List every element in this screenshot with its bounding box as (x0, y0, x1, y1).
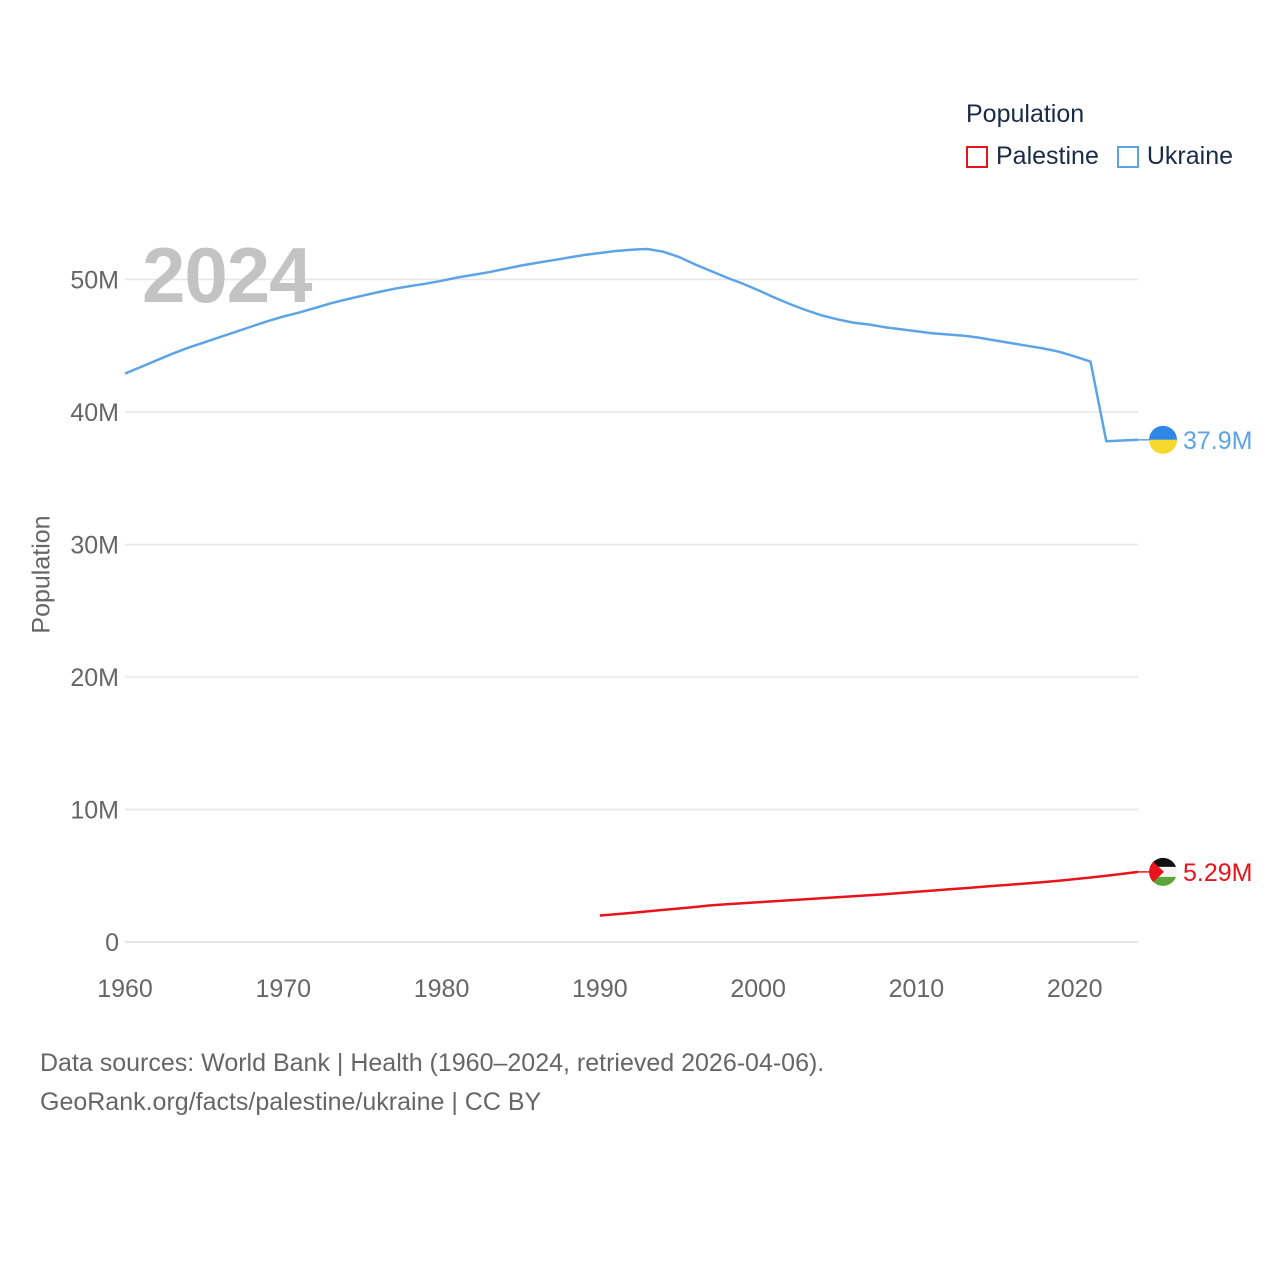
legend-swatch-ukraine (1116, 145, 1139, 168)
x-tick-label: 2020 (1047, 975, 1103, 1003)
y-tick-label: 10M (70, 797, 119, 825)
legend-item-palestine[interactable]: Palestine (966, 142, 1099, 171)
y-tick-label: 40M (70, 399, 119, 427)
end-label-ukraine: 37.9M (1183, 427, 1252, 455)
y-tick-label: 30M (70, 532, 119, 560)
end-markers: 37.9M 5.29M (1138, 425, 1252, 887)
series-line-ukraine (124, 247, 1139, 443)
year-label: 2024 (142, 231, 313, 319)
grid-lines (125, 278, 1138, 943)
end-label-palestine: 5.29M (1183, 859, 1252, 887)
legend-item-ukraine[interactable]: Ukraine (1116, 142, 1234, 171)
y-axis-label: Population (27, 515, 56, 634)
x-tick-label: 2000 (730, 975, 786, 1003)
legend-title: Population (966, 100, 1085, 128)
x-tick-label: 1970 (255, 975, 311, 1003)
flag-palestine-icon (1149, 857, 1177, 886)
legend-label-ukraine: Ukraine (1146, 142, 1234, 170)
x-tick-label: 1960 (97, 975, 153, 1003)
footer-link[interactable]: GeoRank.org/facts/palestine/ukraine | CC… (40, 1088, 542, 1116)
y-tick-label: 0 (105, 929, 119, 957)
x-tick-label: 1980 (414, 975, 470, 1003)
footer-sources: Data sources: World Bank | Health (1960–… (40, 1049, 825, 1077)
x-tick-label: 2010 (889, 975, 945, 1003)
y-tick-label: 50M (70, 267, 119, 295)
legend-label-palestine: Palestine (996, 142, 1099, 170)
y-axis-ticks: 0 10M 20M 30M 40M 50M (70, 267, 119, 958)
y-tick-label: 20M (70, 664, 119, 692)
x-tick-label: 1990 (572, 975, 628, 1003)
footer: Data sources: World Bank | Health (1960–… (40, 1044, 824, 1122)
flag-ukraine-icon (1149, 425, 1177, 454)
series-lines (124, 247, 1139, 917)
series-line-palestine (599, 870, 1139, 917)
legend: Palestine Ukraine (966, 142, 1251, 171)
legend-swatch-palestine (966, 145, 988, 168)
x-axis-ticks: 1960 1970 1980 1990 2000 2010 2020 (97, 975, 1102, 1003)
